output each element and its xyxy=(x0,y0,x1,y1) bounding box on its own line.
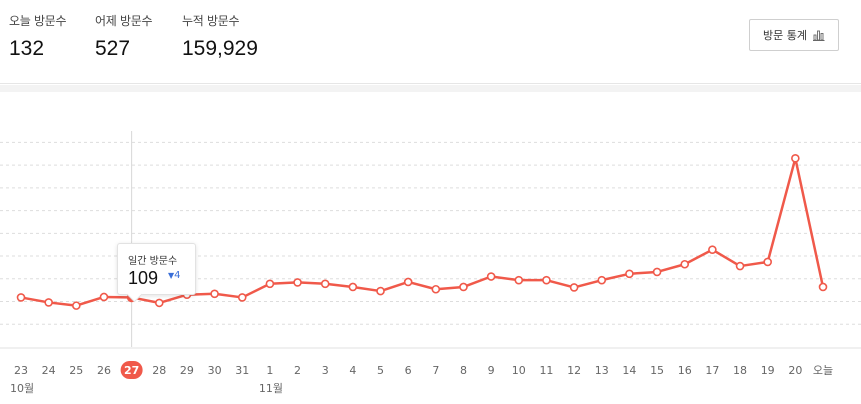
x-tick-label: 27 xyxy=(124,364,139,377)
x-tick-label: 17 xyxy=(705,364,719,377)
x-tick-label: 24 xyxy=(42,364,56,377)
data-point xyxy=(154,298,164,308)
data-point xyxy=(763,257,772,267)
month-label: 10월 xyxy=(10,382,34,395)
x-tick-label: 16 xyxy=(678,364,692,377)
x-tick-label: 2 xyxy=(294,364,301,377)
x-tick-label: 11 xyxy=(539,364,553,377)
data-point xyxy=(348,282,358,292)
total-visits-value: 159,929 xyxy=(182,37,258,60)
data-point xyxy=(459,282,468,292)
stats-header: 오늘 방문수 132 어제 방문수 527 누적 방문수 159,929 방문 … xyxy=(0,0,861,84)
x-tick-label: 15 xyxy=(650,364,664,377)
data-point xyxy=(293,278,302,287)
data-point xyxy=(597,275,607,285)
x-tick-label: 26 xyxy=(97,364,111,377)
today-visits: 오늘 방문수 132 xyxy=(9,12,67,61)
data-point xyxy=(237,293,247,302)
yesterday-visits: 어제 방문수 527 xyxy=(95,12,153,61)
visits-line xyxy=(20,157,825,307)
x-tick-label: 29 xyxy=(180,364,194,377)
today-visits-value: 132 xyxy=(9,37,45,60)
total-visits-label: 누적 방문수 xyxy=(182,14,240,28)
tooltip-value: 109 xyxy=(128,268,159,288)
data-point xyxy=(708,245,717,254)
x-tick-label: 10 xyxy=(512,364,526,377)
x-tick-label: 7 xyxy=(432,364,439,377)
data-point xyxy=(16,293,26,302)
x-tick-label: 5 xyxy=(377,364,384,377)
x-tick-label: 18 xyxy=(733,364,747,377)
x-tick-label: 28 xyxy=(152,364,166,377)
x-tick-label: 1 xyxy=(266,364,273,377)
x-tick-label: 4 xyxy=(349,364,356,377)
data-point xyxy=(569,283,579,292)
data-point xyxy=(265,279,275,289)
x-tick-label: 9 xyxy=(488,364,495,377)
down-arrow-icon: ▼ xyxy=(168,271,175,280)
data-point xyxy=(791,153,800,163)
x-tick-label: 25 xyxy=(69,364,83,377)
data-point xyxy=(72,301,81,310)
data-point xyxy=(652,267,662,277)
x-tick-label: 13 xyxy=(595,364,609,377)
tooltip-label: 일간 방문수 xyxy=(128,256,178,267)
data-point xyxy=(625,269,634,279)
data-point xyxy=(44,298,53,307)
data-point xyxy=(376,286,385,296)
x-tick-label: 20 xyxy=(788,364,802,377)
visit-stats-button[interactable]: 방문 통계 xyxy=(749,19,839,51)
data-point xyxy=(542,275,551,285)
data-point xyxy=(735,261,745,271)
data-point xyxy=(210,289,219,299)
data-point xyxy=(514,275,524,285)
yesterday-visits-label: 어제 방문수 xyxy=(95,14,153,28)
data-point xyxy=(431,284,441,294)
data-point xyxy=(320,279,330,289)
x-tick-label: 14 xyxy=(622,364,636,377)
x-tick-label: 19 xyxy=(761,364,775,377)
selected-day-badge xyxy=(120,361,143,379)
data-point xyxy=(818,282,828,292)
total-visits: 누적 방문수 159,929 xyxy=(182,12,258,61)
bar-chart-icon xyxy=(812,30,825,41)
visit-stats-button-label: 방문 통계 xyxy=(763,29,807,42)
x-tick-label: 오늘 xyxy=(813,364,833,377)
x-tick-label: 12 xyxy=(567,364,581,377)
x-tick-label: 31 xyxy=(235,364,249,377)
data-point xyxy=(403,277,413,287)
chart-top-band xyxy=(0,85,861,92)
tooltip-change-value: 4 xyxy=(174,270,181,281)
x-tick-label: 23 xyxy=(14,364,28,377)
x-tick-label: 30 xyxy=(208,364,222,377)
daily-visits-tooltip: 일간 방문수 109 ▼4 xyxy=(117,243,196,295)
tooltip-change: ▼4 xyxy=(168,270,181,281)
today-visits-label: 오늘 방문수 xyxy=(9,14,67,28)
data-point xyxy=(486,272,496,281)
data-point xyxy=(99,292,109,302)
month-label: 11월 xyxy=(259,382,283,395)
x-tick-label: 6 xyxy=(405,364,412,377)
data-point xyxy=(680,259,690,269)
x-tick-label: 8 xyxy=(460,364,467,377)
x-tick-label: 3 xyxy=(322,364,329,377)
yesterday-visits-value: 527 xyxy=(95,37,131,60)
